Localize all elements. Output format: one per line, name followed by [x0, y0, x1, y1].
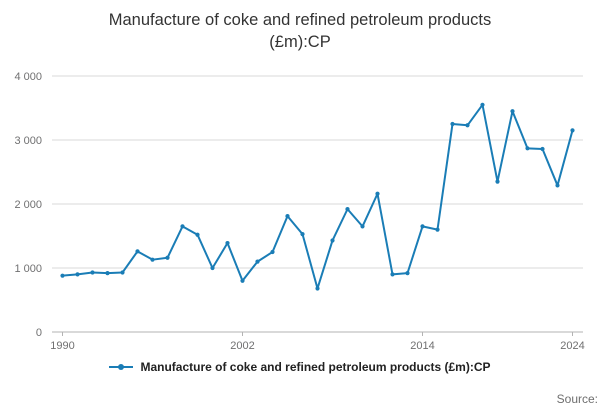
legend-line-icon [109, 364, 134, 370]
svg-text:1 000: 1 000 [14, 263, 42, 275]
svg-text:1990: 1990 [50, 340, 74, 352]
source-label: Source: [556, 392, 598, 406]
svg-text:4 000: 4 000 [14, 71, 42, 83]
svg-text:2024: 2024 [560, 340, 584, 352]
svg-text:2 000: 2 000 [14, 199, 42, 211]
legend-label: Manufacture of coke and refined petroleu… [140, 360, 491, 374]
chart-title: Manufacture of coke and refined petroleu… [108, 11, 492, 51]
svg-text:2014: 2014 [410, 340, 434, 352]
svg-text:3 000: 3 000 [14, 135, 42, 147]
svg-text:2002: 2002 [230, 340, 254, 352]
line-chart-svg: 0 1 000 2 000 3 000 4 000 1990 2002 2014 2024 [14, 71, 584, 352]
chart-card: Manufacture of coke and refined petroleu… [0, 10, 600, 410]
chart-legend: Manufacture of coke and refined petroleu… [0, 360, 600, 374]
svg-text:0: 0 [36, 327, 42, 339]
